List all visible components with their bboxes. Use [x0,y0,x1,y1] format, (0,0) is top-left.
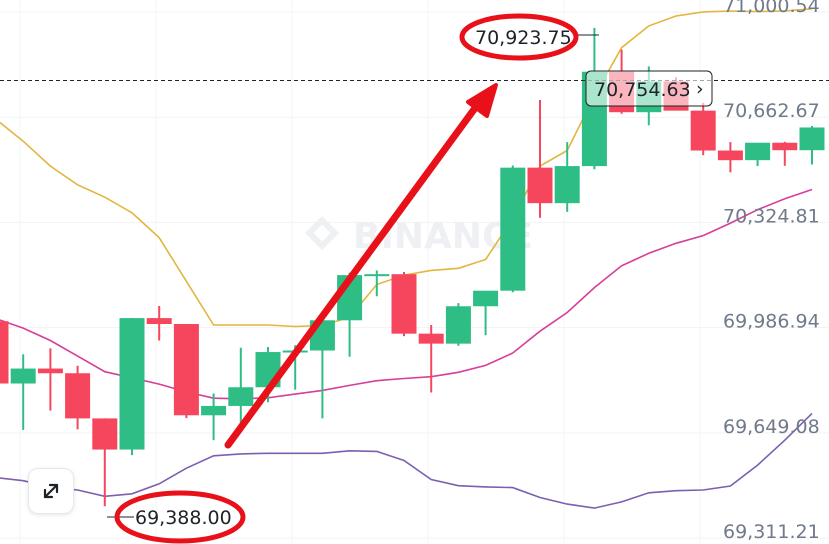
candle-body [65,373,91,419]
candle-body [364,274,390,277]
y-tick-label: 69,986.94 [723,311,820,333]
candle [173,324,199,419]
candle-body [173,324,199,416]
candle-body [717,150,743,161]
candle [364,270,390,297]
candle-body [391,274,417,334]
expand-arrows-icon [43,483,59,499]
current-price-tag[interactable]: 70,754.63 › [585,70,713,107]
candle [745,142,771,167]
y-tick-label: 70,324.81 [723,205,820,227]
candle-body [500,167,526,291]
candle [10,354,36,430]
candle-body [690,110,716,151]
candle-body [418,333,444,344]
candle [119,318,145,456]
candle [201,393,227,441]
low-value-label: 69,388.00 [135,507,232,529]
high-circle [459,13,579,61]
candle [228,347,254,425]
candle [717,142,743,173]
candle-body [92,418,118,450]
candle-body [473,290,499,307]
candle [527,100,553,218]
expand-button[interactable] [28,468,74,514]
binance-logo-icon [305,216,339,250]
low-circle [114,490,246,544]
candle [37,348,63,411]
candle-body [745,142,771,161]
trend-arrow-head [466,83,498,118]
trend-arrow-shaft [224,100,482,449]
low-callout: 69,388.00 [107,490,246,544]
candle [146,305,172,341]
y-tick-label: 69,649.08 [723,416,820,438]
y-tick-label: 70,662.67 [723,100,820,122]
candle [309,311,335,419]
y-tick-label: 71,000.54 [723,0,820,17]
current-price-value: 70,754.63 [594,79,691,101]
chevron-right-icon: › [696,78,704,100]
high-callout: 70,923.75 [459,13,599,61]
candle [690,102,716,156]
candle-body [201,405,227,416]
candle [500,165,526,293]
candle [92,418,118,507]
candle [337,272,363,357]
candle [772,141,798,166]
boll-lower-line [0,412,813,509]
candle [418,324,444,393]
candle [445,303,471,346]
candle [473,290,499,336]
candle-body [799,127,825,151]
candle-body [554,166,580,204]
candle-body [146,318,172,325]
candle [65,365,91,430]
candle [0,321,9,384]
candle-body [228,387,254,406]
candle-body [0,321,9,384]
candle-body [37,368,63,374]
candle [391,272,417,337]
y-tick-label: 69,311.21 [723,521,820,543]
candle-body [445,306,471,344]
candle-body [10,368,36,384]
candle [799,125,825,165]
candle-body [772,142,798,151]
high-value-label: 70,923.75 [475,27,572,49]
candle-body [527,167,553,204]
candle [554,142,580,212]
candle-body [119,318,145,450]
y-axis: 71,000.54 70,662.67 70,324.81 69,986.94 69,6… [723,0,820,543]
trend-arrow [224,83,498,449]
